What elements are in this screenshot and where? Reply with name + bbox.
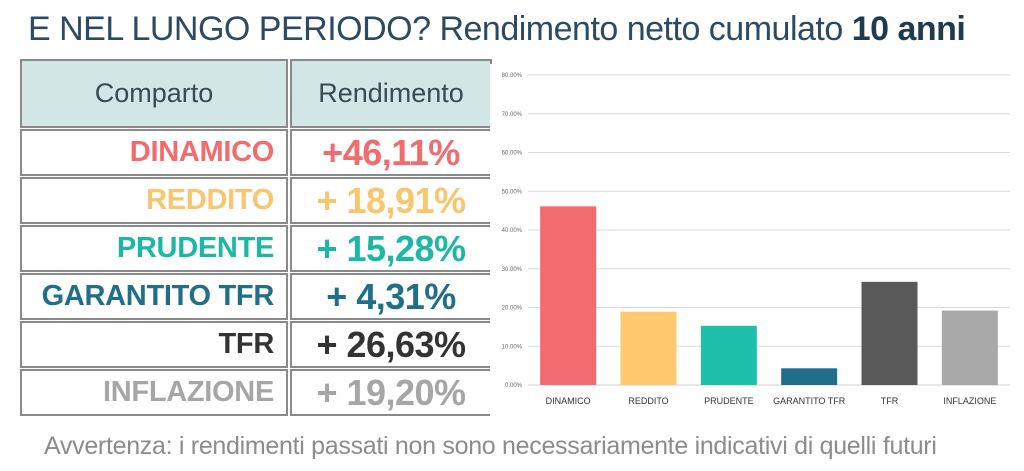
y-tick-label: 60.00% (502, 151, 523, 157)
y-tick-label: 40.00% (502, 228, 523, 234)
x-tick-label: GARANTITO TFR (773, 396, 846, 406)
x-tick-label: REDDITO (628, 396, 668, 406)
row-name-reddito: REDDITO (146, 184, 274, 216)
y-tick-label: 20.00% (502, 306, 523, 312)
table-row: REDDITO + 18,91% (20, 177, 492, 224)
table-row: PRUDENTE + 15,28% (20, 225, 492, 272)
table-header-row: Comparto Rendimento (20, 59, 492, 128)
row-name-garantito-tfr: GARANTITO TFR (41, 280, 275, 312)
disclaimer-note: Avvertenza: i rendimenti passati non son… (44, 432, 937, 460)
bar-inflazione (941, 310, 998, 385)
header-comparto: Comparto (20, 59, 288, 128)
table-row: TFR + 26,63% (20, 321, 492, 368)
table-row: DINAMICO +46,11% (20, 129, 492, 176)
row-value-tfr: + 26,63% (316, 323, 466, 365)
bar-chart-svg: 0.00% 10.00% 20.00% 30.00% 40.00% 50.00% 60.00… (490, 64, 1020, 420)
x-tick-label: DINAMICO (546, 396, 591, 406)
row-name-dinamico: DINAMICO (129, 136, 275, 168)
bar-dinamico (540, 206, 597, 385)
title-main: E NEL LUNGO PERIODO? Rendimento netto cu… (28, 10, 852, 48)
bar-tfr (861, 281, 918, 385)
x-tick-label: INFLAZIONE (943, 396, 996, 406)
row-value-inflazione: + 19,20% (316, 371, 466, 413)
bar-prudente (700, 325, 757, 385)
title-bold: 10 anni (851, 10, 966, 48)
row-value-reddito: + 18,91% (316, 179, 466, 221)
row-name-tfr: TFR (218, 328, 275, 360)
y-tick-label: 30.00% (502, 267, 523, 273)
row-value-garantito-tfr: + 4,31% (326, 275, 456, 317)
y-tick-label: 0.00% (505, 383, 523, 389)
header-rendimento: Rendimento (290, 59, 492, 128)
page-title: E NEL LUNGO PERIODO? Rendimento netto cu… (28, 4, 1018, 54)
x-tick-label: TFR (881, 396, 899, 406)
y-tick-label: 50.00% (502, 189, 523, 195)
x-tick-label: PRUDENTE (704, 396, 754, 406)
row-value-dinamico: +46,11% (322, 131, 460, 173)
y-tick-label: 10.00% (502, 344, 523, 350)
table-row: INFLAZIONE + 19,20% (20, 369, 492, 416)
table-row: GARANTITO TFR + 4,31% (20, 273, 492, 320)
bar-garantito-tfr (781, 368, 838, 385)
row-name-prudente: PRUDENTE (116, 232, 274, 264)
row-value-prudente: + 15,28% (316, 227, 466, 269)
bar-chart: 0.00% 10.00% 20.00% 30.00% 40.00% 50.00% 60.00… (490, 64, 1020, 420)
y-tick-label: 80.00% (502, 73, 523, 79)
y-tick-label: 70.00% (502, 112, 523, 118)
bar-reddito (620, 311, 677, 385)
row-name-inflazione: INFLAZIONE (103, 376, 274, 408)
